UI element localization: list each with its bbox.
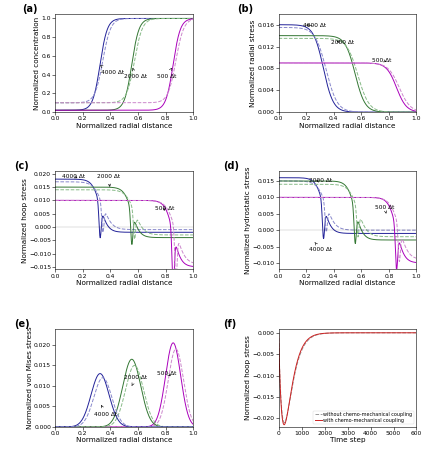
Y-axis label: Normalized hoop stress: Normalized hoop stress: [245, 335, 251, 420]
Text: 4000 Δt: 4000 Δt: [303, 23, 326, 28]
Text: (c): (c): [14, 161, 28, 171]
Text: 2000 Δt: 2000 Δt: [124, 68, 147, 79]
Y-axis label: Normalized hydrostatic stress: Normalized hydrostatic stress: [245, 167, 251, 274]
Y-axis label: Normalized von Mises stress: Normalized von Mises stress: [27, 326, 33, 429]
Text: 500 Δt: 500 Δt: [375, 205, 394, 213]
Text: 500 Δt: 500 Δt: [157, 68, 177, 79]
X-axis label: Normalized radial distance: Normalized radial distance: [76, 437, 173, 443]
Y-axis label: Normalized concentration: Normalized concentration: [34, 17, 40, 110]
Text: 500 Δt: 500 Δt: [157, 371, 177, 376]
Text: 4000 Δt: 4000 Δt: [101, 66, 124, 75]
Legend: without chemo-mechanical coupling, with chemo-mechanical coupling: without chemo-mechanical coupling, with …: [313, 410, 414, 425]
X-axis label: Normalized radial distance: Normalized radial distance: [76, 280, 173, 286]
Text: 2000 Δt: 2000 Δt: [96, 174, 120, 186]
X-axis label: Normalized radial distance: Normalized radial distance: [299, 123, 396, 129]
Text: 2000 Δt: 2000 Δt: [331, 39, 354, 45]
Text: (a): (a): [22, 4, 38, 14]
X-axis label: Normalized radial distance: Normalized radial distance: [299, 280, 396, 286]
X-axis label: Time step: Time step: [330, 437, 366, 443]
Y-axis label: Normalized radial stress: Normalized radial stress: [250, 19, 256, 106]
Text: 4000 Δt: 4000 Δt: [309, 242, 332, 252]
Y-axis label: Normalized hoop stress: Normalized hoop stress: [22, 178, 28, 263]
Text: (b): (b): [237, 4, 253, 14]
Text: 4000 Δt: 4000 Δt: [62, 174, 85, 179]
Text: 2000 Δt: 2000 Δt: [124, 375, 147, 386]
Text: (d): (d): [224, 161, 239, 171]
Text: (e): (e): [14, 319, 29, 329]
Text: (f): (f): [224, 319, 237, 329]
Text: 500 Δt: 500 Δt: [372, 58, 392, 63]
Text: 2000 Δt: 2000 Δt: [309, 179, 332, 184]
Text: 500 Δt: 500 Δt: [155, 206, 174, 211]
X-axis label: Normalized radial distance: Normalized radial distance: [76, 123, 173, 129]
Text: 4000 Δt: 4000 Δt: [94, 405, 117, 417]
